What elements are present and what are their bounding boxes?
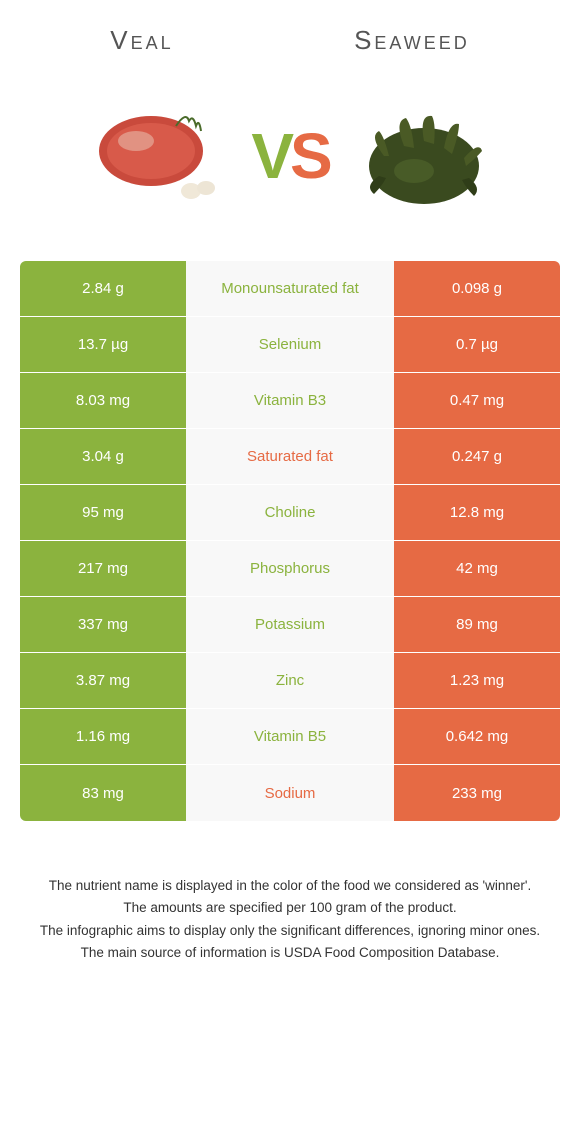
footnote-line: The amounts are specified per 100 gram o… — [35, 898, 545, 918]
footnotes: The nutrient name is displayed in the co… — [0, 821, 580, 985]
table-row: 13.7 µgSelenium0.7 µg — [20, 317, 560, 373]
nutrient-label-cell: Saturated fat — [186, 429, 394, 484]
header: Veal Seaweed — [0, 0, 580, 71]
right-value-cell: 233 mg — [394, 765, 560, 821]
vs-s: S — [290, 120, 329, 192]
nutrient-label-cell: Selenium — [186, 317, 394, 372]
nutrient-label-cell: Zinc — [186, 653, 394, 708]
table-row: 3.04 gSaturated fat0.247 g — [20, 429, 560, 485]
left-value-cell: 83 mg — [20, 765, 186, 821]
nutrient-label-cell: Monounsaturated fat — [186, 261, 394, 316]
footnote-line: The main source of information is USDA F… — [35, 943, 545, 963]
nutrient-label-cell: Choline — [186, 485, 394, 540]
table-row: 83 mgSodium233 mg — [20, 765, 560, 821]
footnote-line: The nutrient name is displayed in the co… — [35, 876, 545, 896]
right-value-cell: 0.7 µg — [394, 317, 560, 372]
veal-image — [81, 91, 231, 221]
nutrient-label-cell: Phosphorus — [186, 541, 394, 596]
table-row: 8.03 mgVitamin B30.47 mg — [20, 373, 560, 429]
nutrient-label-cell: Vitamin B3 — [186, 373, 394, 428]
right-food-title: Seaweed — [354, 25, 470, 56]
vs-v: V — [251, 120, 290, 192]
left-value-cell: 95 mg — [20, 485, 186, 540]
left-value-cell: 337 mg — [20, 597, 186, 652]
left-value-cell: 2.84 g — [20, 261, 186, 316]
right-value-cell: 0.098 g — [394, 261, 560, 316]
table-row: 3.87 mgZinc1.23 mg — [20, 653, 560, 709]
left-value-cell: 217 mg — [20, 541, 186, 596]
right-value-cell: 1.23 mg — [394, 653, 560, 708]
nutrient-label-cell: Sodium — [186, 765, 394, 821]
nutrient-table: 2.84 gMonounsaturated fat0.098 g13.7 µgS… — [20, 261, 560, 821]
table-row: 95 mgCholine12.8 mg — [20, 485, 560, 541]
nutrient-label-cell: Vitamin B5 — [186, 709, 394, 764]
left-food-title: Veal — [110, 25, 173, 56]
images-row: VS — [0, 71, 580, 261]
right-value-cell: 42 mg — [394, 541, 560, 596]
right-value-cell: 0.642 mg — [394, 709, 560, 764]
vs-label: VS — [251, 119, 328, 193]
left-value-cell: 3.87 mg — [20, 653, 186, 708]
left-value-cell: 13.7 µg — [20, 317, 186, 372]
footnote-line: The infographic aims to display only the… — [35, 921, 545, 941]
table-row: 217 mgPhosphorus42 mg — [20, 541, 560, 597]
left-value-cell: 1.16 mg — [20, 709, 186, 764]
right-value-cell: 0.47 mg — [394, 373, 560, 428]
left-value-cell: 3.04 g — [20, 429, 186, 484]
table-row: 1.16 mgVitamin B50.642 mg — [20, 709, 560, 765]
table-row: 337 mgPotassium89 mg — [20, 597, 560, 653]
right-value-cell: 0.247 g — [394, 429, 560, 484]
table-row: 2.84 gMonounsaturated fat0.098 g — [20, 261, 560, 317]
right-value-cell: 12.8 mg — [394, 485, 560, 540]
right-value-cell: 89 mg — [394, 597, 560, 652]
nutrient-label-cell: Potassium — [186, 597, 394, 652]
left-value-cell: 8.03 mg — [20, 373, 186, 428]
seaweed-image — [349, 91, 499, 221]
